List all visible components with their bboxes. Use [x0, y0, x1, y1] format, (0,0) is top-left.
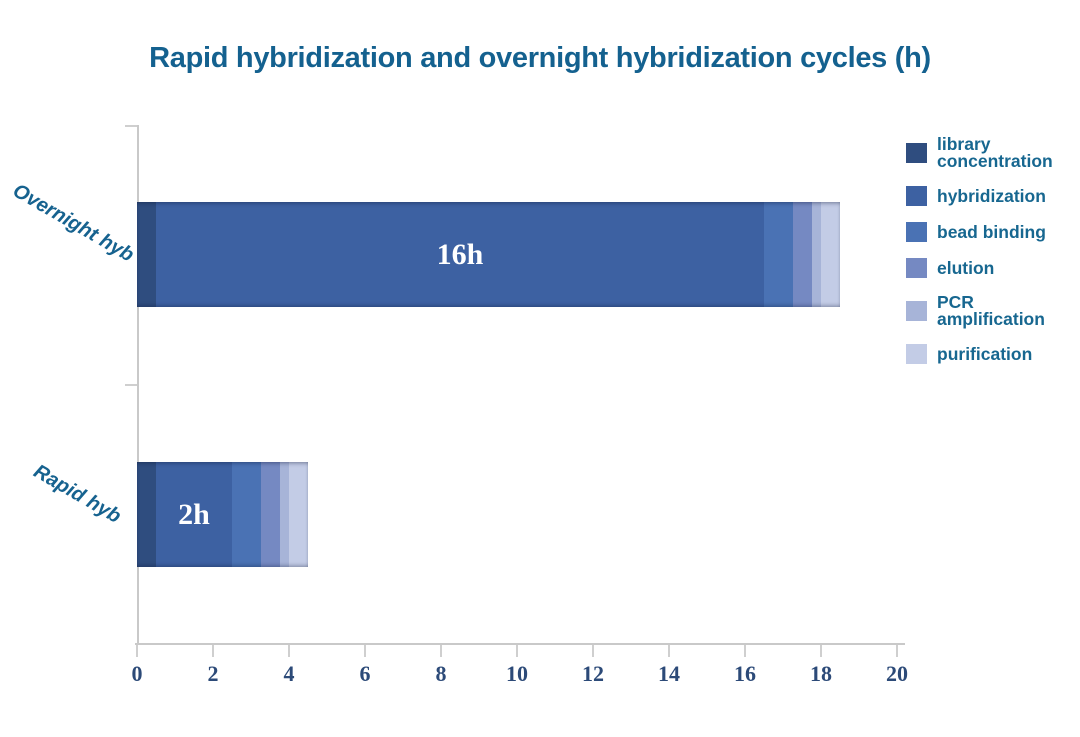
legend-swatch-bead-binding: [906, 222, 927, 242]
x-axis-tick-mark: [744, 645, 746, 657]
bar-segment-elution: [260, 462, 280, 567]
x-axis-tick-mark: [364, 645, 366, 657]
bar-segment-elution: [792, 202, 812, 307]
bar-value-label: 16h: [436, 237, 484, 271]
x-axis-tick-label: 0: [131, 661, 143, 686]
category-label-overnight-hyb: Overnight hyb: [9, 179, 138, 267]
bar-segment-hybridization: 2h: [156, 462, 232, 567]
bar-segment-library-concentration: [137, 202, 156, 307]
bar-segment-pcr-amplification: [279, 462, 289, 567]
x-axis-tick-mark: [896, 645, 898, 657]
legend-swatch-hybridization: [906, 186, 927, 206]
x-axis-line: [135, 643, 905, 645]
x-axis-tick-label: 18: [810, 661, 832, 686]
bar-overnight-hyb: 16h: [137, 202, 840, 307]
y-axis-tick-top: [125, 125, 137, 127]
x-axis-tick-mark: [288, 645, 290, 657]
x-axis-tick-mark: [592, 645, 594, 657]
x-axis-tick-label: 10: [506, 661, 528, 686]
legend-label: library concentration: [937, 134, 1053, 171]
legend-item-library-concentration: library concentration: [906, 134, 1080, 171]
legend-item-elution: elution: [906, 258, 1080, 278]
x-axis-tick-label: 2: [207, 661, 219, 686]
legend-swatch-purification: [906, 344, 927, 364]
y-axis-tick-middle: [125, 384, 137, 386]
bar-segment-purification: [289, 462, 308, 567]
category-label-rapid-hyb: Rapid hyb: [29, 460, 125, 528]
x-axis-tick-label: 16: [734, 661, 756, 686]
legend-swatch-elution: [906, 258, 927, 278]
bar-segment-pcr-amplification: [811, 202, 821, 307]
x-axis-tick-mark: [516, 645, 518, 657]
legend-item-bead-binding: bead binding: [906, 222, 1080, 242]
y-axis-line: [137, 125, 139, 645]
legend-swatch-library-concentration: [906, 143, 927, 163]
x-axis-tick-mark: [820, 645, 822, 657]
legend-label: PCR amplification: [937, 292, 1045, 329]
x-axis-tick-label: 8: [435, 661, 447, 686]
legend: library concentration hybridization bead b…: [906, 134, 1080, 364]
legend-label: elution: [937, 257, 995, 278]
legend-label: hybridization: [937, 185, 1046, 206]
bar-rapid-hyb: 2h: [137, 462, 308, 567]
bar-segment-hybridization: 16h: [156, 202, 764, 307]
bar-segment-library-concentration: [137, 462, 156, 567]
x-axis-tick-mark: [668, 645, 670, 657]
chart-title: Rapid hybridization and overnight hybrid…: [149, 42, 931, 74]
x-axis-tick-mark: [212, 645, 214, 657]
x-axis-tick-label: 4: [283, 661, 295, 686]
legend-item-pcr-amplification: PCR amplification: [906, 292, 1080, 329]
x-axis-tick-label: 14: [658, 661, 680, 686]
x-axis-tick-label: 6: [359, 661, 371, 686]
bar-segment-bead-binding: [764, 202, 793, 307]
x-axis-tick-label: 12: [582, 661, 604, 686]
x-axis-tick-label: 20: [886, 661, 908, 686]
x-axis-tick-mark: [136, 645, 138, 657]
bar-value-label: 2h: [178, 497, 210, 531]
legend-swatch-pcr-amplification: [906, 301, 927, 321]
bar-segment-purification: [821, 202, 840, 307]
legend-item-purification: purification: [906, 344, 1080, 364]
legend-item-hybridization: hybridization: [906, 186, 1080, 206]
x-axis-tick-mark: [440, 645, 442, 657]
legend-label: bead binding: [937, 221, 1046, 242]
bar-segment-bead-binding: [232, 462, 261, 567]
legend-label: purification: [937, 343, 1033, 364]
plot-area: 16h 2h 0 2 4 6 8 10 12 14 16 18 20: [125, 125, 908, 686]
